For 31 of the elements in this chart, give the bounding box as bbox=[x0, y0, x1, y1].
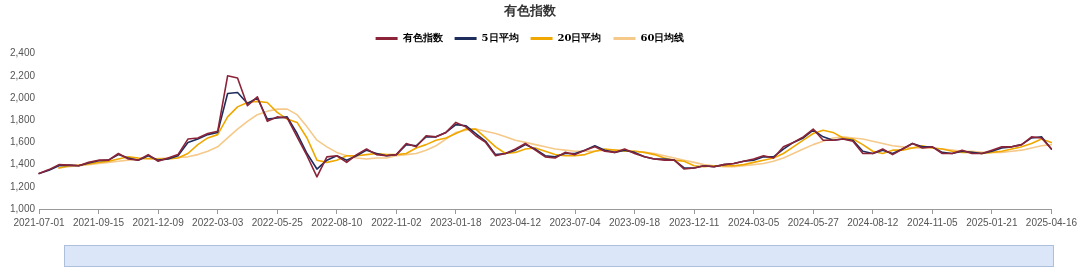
x-tick-label: 2022-11-02 bbox=[371, 216, 422, 228]
x-tick-label: 2024-08-12 bbox=[847, 216, 899, 228]
x-tick-label: 2022-05-25 bbox=[251, 216, 304, 228]
x-tick-label: 2023-07-04 bbox=[549, 216, 602, 228]
x-tick-label: 2023-09-18 bbox=[608, 216, 661, 228]
x-tick-label: 2021-07-01 bbox=[13, 216, 66, 228]
y-tick-label: 1,000 bbox=[9, 202, 36, 214]
x-tick-label: 2025-04-16 bbox=[1025, 216, 1078, 228]
x-tick-label: 2023-04-12 bbox=[489, 216, 542, 228]
y-tick-label: 2,000 bbox=[9, 91, 36, 103]
x-tick-label: 2024-11-05 bbox=[907, 216, 958, 228]
x-tick-label: 2022-03-03 bbox=[192, 216, 244, 228]
chart-title: 有色指数 bbox=[503, 3, 557, 19]
x-tick-label: 2024-05-27 bbox=[787, 216, 840, 228]
y-tick-label: 1,800 bbox=[9, 113, 36, 125]
x-tick-label: 2025-01-21 bbox=[966, 216, 1018, 228]
y-tick-label: 2,400 bbox=[9, 47, 36, 59]
y-tick-label: 1,400 bbox=[9, 158, 36, 170]
x-tick-label: 2024-03-05 bbox=[728, 216, 780, 228]
y-tick-label: 1,200 bbox=[9, 180, 36, 192]
x-tick-label: 2023-01-18 bbox=[430, 216, 482, 228]
legend-label: 60日均线 bbox=[640, 32, 685, 44]
legend-label: 5日平均 bbox=[481, 32, 519, 44]
y-tick-label: 1,600 bbox=[9, 136, 36, 148]
x-tick-label: 2022-08-10 bbox=[311, 216, 363, 228]
x-tick-label: 2021-09-15 bbox=[73, 216, 125, 228]
x-tick-label: 2023-12-11 bbox=[668, 216, 720, 228]
y-tick-label: 2,200 bbox=[9, 69, 36, 81]
x-tick-label: 2021-12-09 bbox=[132, 216, 185, 228]
legend-label: 20日平均 bbox=[557, 32, 602, 44]
legend-label: 有色指数 bbox=[401, 32, 444, 44]
